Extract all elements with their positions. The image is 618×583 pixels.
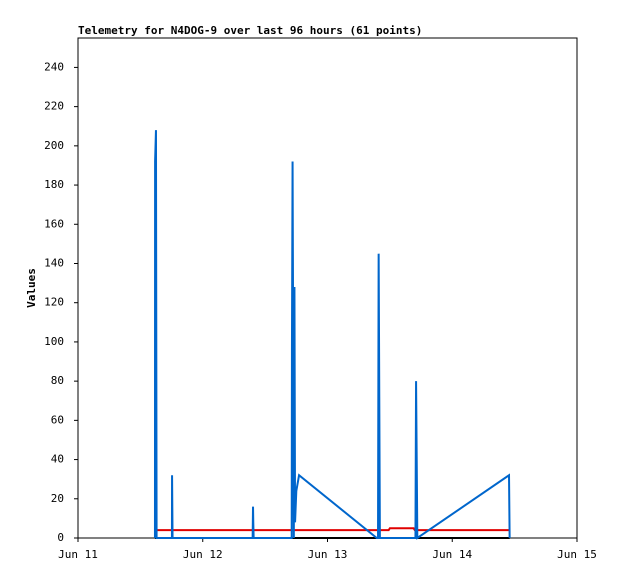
y-tick-label: 120 <box>44 296 64 309</box>
chart-title: Telemetry for N4DOG-9 over last 96 hours… <box>78 24 422 37</box>
y-tick-label: 80 <box>51 374 64 387</box>
y-tick-label: 0 <box>57 531 64 544</box>
y-tick-label: 200 <box>44 139 64 152</box>
y-tick-label: 20 <box>51 492 64 505</box>
y-tick-label: 180 <box>44 178 64 191</box>
y-tick-label: 220 <box>44 100 64 113</box>
y-tick-label: 100 <box>44 335 64 348</box>
y-tick-label: 140 <box>44 256 64 269</box>
plot-frame <box>77 37 578 539</box>
y-axis-label: Values <box>25 268 38 308</box>
y-tick-label: 240 <box>44 60 64 73</box>
y-tick-label: 160 <box>44 217 64 230</box>
series-line <box>153 130 511 540</box>
x-tick-label: Jun 11 <box>58 548 98 561</box>
y-tick-label: 40 <box>51 453 64 466</box>
x-tick-label: Jun 15 <box>557 548 597 561</box>
x-tick-label: Jun 13 <box>308 548 348 561</box>
series-line <box>154 527 510 532</box>
y-tick-label: 60 <box>51 413 64 426</box>
x-tick-label: Jun 14 <box>432 548 472 561</box>
x-tick-label: Jun 12 <box>183 548 223 561</box>
